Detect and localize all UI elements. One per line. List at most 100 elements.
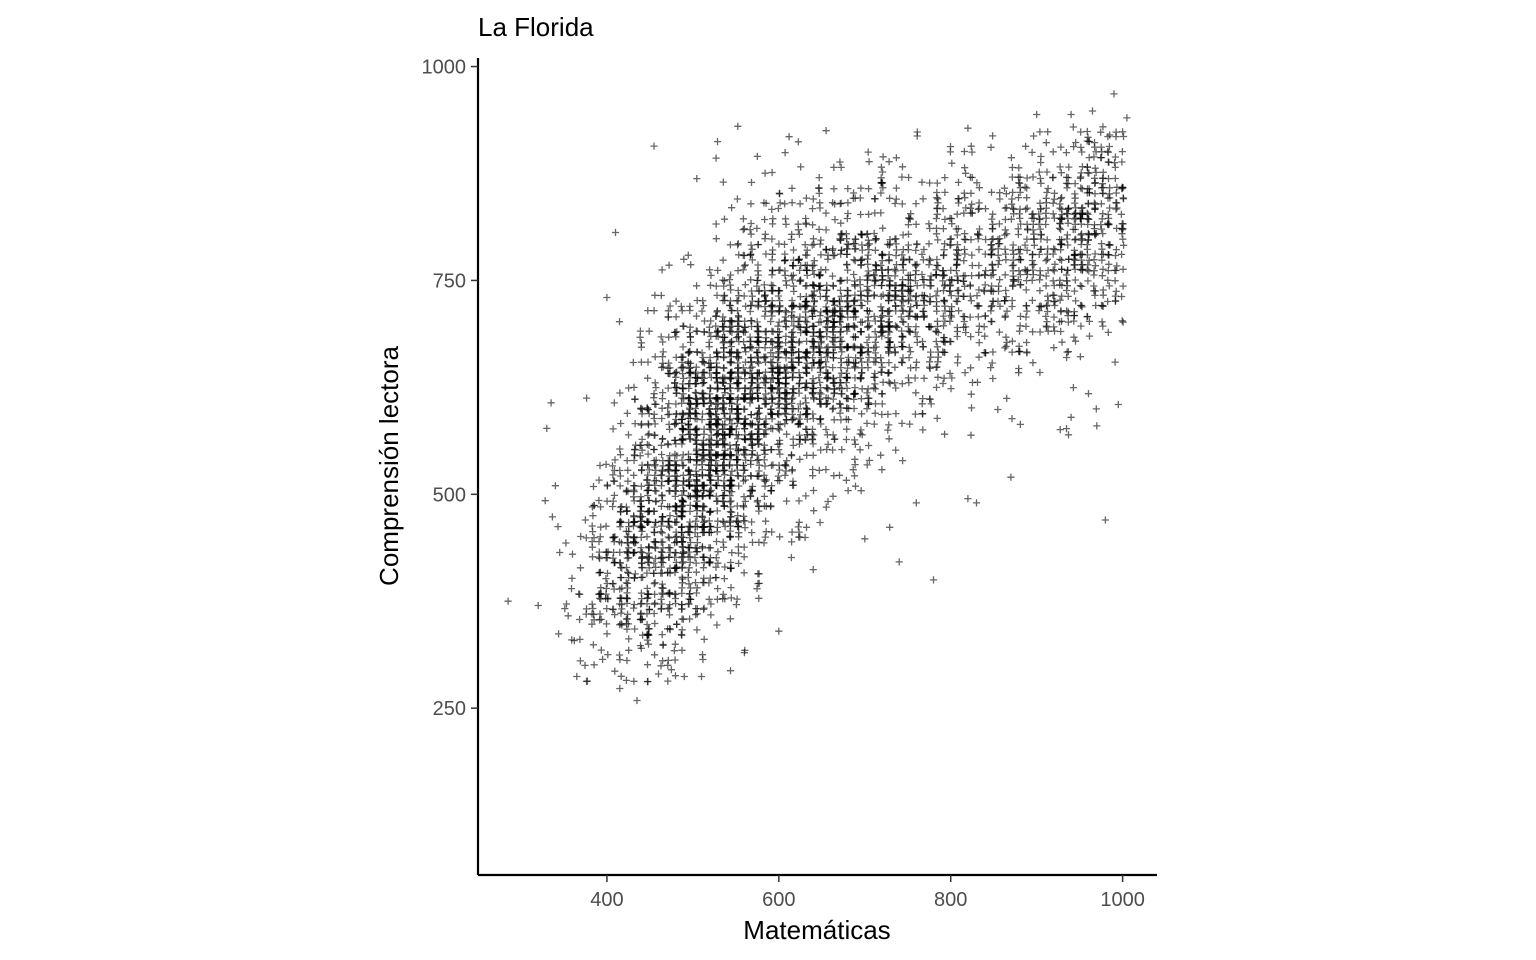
data-point: [650, 580, 658, 588]
data-point: [712, 322, 720, 330]
data-point: [920, 281, 928, 289]
data-point: [705, 471, 713, 479]
data-point: [780, 317, 789, 325]
data-point: [1079, 204, 1087, 212]
data-point: [610, 491, 618, 499]
data-point: [687, 538, 695, 547]
data-point: [1077, 184, 1085, 192]
data-point: [1009, 188, 1017, 196]
data-point: [707, 528, 715, 537]
data-point: [719, 497, 727, 505]
data-point: [960, 147, 968, 156]
data-point: [747, 241, 755, 249]
data-point: [1063, 353, 1071, 362]
data-point: [753, 410, 761, 418]
data-point: [1042, 257, 1050, 265]
data-point: [686, 374, 694, 382]
data-point: [547, 399, 555, 407]
data-point: [1044, 184, 1052, 193]
data-point: [809, 221, 817, 229]
data-point: [727, 286, 735, 294]
data-point: [588, 553, 597, 561]
data-point: [830, 472, 838, 480]
data-point: [760, 539, 768, 547]
data-point: [608, 462, 617, 470]
data-point: [1112, 287, 1120, 295]
data-point: [1093, 422, 1101, 430]
data-point: [810, 322, 818, 330]
data-point: [816, 389, 824, 397]
data-point: [589, 482, 598, 491]
data-point: [1002, 342, 1010, 350]
data-point: [658, 353, 667, 361]
data-point: [968, 148, 976, 156]
data-point: [714, 472, 722, 480]
data-point: [630, 548, 638, 557]
data-point: [625, 554, 633, 562]
data-point: [721, 522, 729, 531]
data-point: [1123, 114, 1131, 122]
data-point: [767, 409, 775, 417]
data-point: [713, 378, 721, 386]
data-point: [816, 312, 824, 320]
data-point: [762, 353, 770, 361]
data-point: [816, 286, 824, 294]
data-point: [680, 322, 688, 330]
data-point: [879, 224, 887, 232]
data-point: [768, 327, 776, 335]
data-point: [618, 564, 626, 572]
data-point: [996, 189, 1004, 197]
data-point: [673, 620, 681, 628]
data-point: [967, 297, 975, 305]
data-point: [878, 390, 886, 398]
data-point: [747, 178, 756, 186]
data-point: [1085, 215, 1093, 223]
data-point: [953, 327, 961, 336]
data-point: [1064, 348, 1072, 356]
data-point: [740, 493, 748, 501]
data-point: [925, 261, 933, 269]
data-point: [637, 343, 645, 351]
data-point: [638, 446, 646, 454]
data-point: [788, 276, 797, 284]
data-point: [693, 424, 701, 432]
data-point: [892, 291, 900, 299]
data-point: [1104, 219, 1112, 227]
data-point: [623, 656, 631, 665]
data-point: [842, 476, 850, 484]
data-point: [1119, 265, 1127, 273]
data-point: [989, 220, 997, 228]
data-point: [623, 532, 631, 541]
data-point: [609, 425, 617, 433]
data-point: [891, 287, 899, 295]
data-point: [1104, 194, 1112, 202]
data-point: [1119, 282, 1127, 290]
data-point: [947, 313, 956, 321]
data-point: [905, 379, 913, 387]
data-point: [768, 374, 776, 382]
data-point: [734, 543, 742, 551]
data-point: [926, 364, 934, 372]
data-point: [727, 513, 735, 521]
data-point: [795, 380, 803, 388]
data-point: [589, 512, 597, 520]
data-point: [671, 564, 679, 572]
data-point: [1104, 276, 1112, 284]
data-point: [982, 267, 990, 275]
data-point: [767, 281, 775, 289]
data-point: [781, 461, 790, 469]
data-point: [768, 303, 777, 311]
data-point: [796, 373, 804, 381]
data-point: [1028, 256, 1036, 265]
data-point: [753, 282, 761, 290]
data-point: [1029, 220, 1037, 228]
data-point: [705, 595, 713, 603]
data-point: [645, 558, 653, 567]
data-point: [1049, 266, 1057, 274]
data-point: [795, 230, 803, 238]
data-point: [734, 456, 742, 464]
data-point: [699, 564, 708, 572]
data-point: [967, 364, 975, 372]
data-point: [603, 481, 611, 489]
data-point: [774, 342, 782, 350]
